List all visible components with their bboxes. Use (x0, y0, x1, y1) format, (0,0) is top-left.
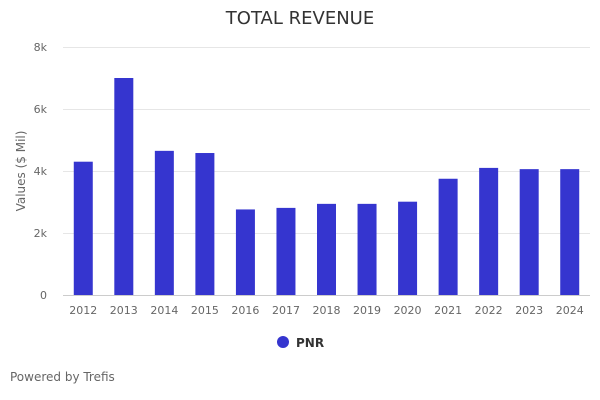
powered-by-credit[interactable]: Powered by Trefis (10, 370, 115, 384)
x-tick-label: 2019 (353, 304, 381, 317)
y-tick-label: 6k (34, 103, 48, 116)
x-tick-label: 2017 (272, 304, 300, 317)
y-tick-label: 0 (40, 289, 47, 302)
x-tick-label: 2023 (515, 304, 543, 317)
x-tick-label: 2012 (69, 304, 97, 317)
x-tick-label: 2016 (231, 304, 259, 317)
x-axis-ticks: 2012 2013 2014 2015 2016 2017 2018 2019 2020 2021… (69, 304, 583, 317)
bar-2013[interactable] (114, 78, 134, 295)
bar-2022[interactable] (479, 167, 499, 295)
y-axis-title: Values ($ Mil) (14, 131, 28, 212)
chart-title: TOTAL REVENUE (225, 8, 374, 29)
x-tick-label: 2021 (434, 304, 462, 317)
bar-2021[interactable] (438, 178, 458, 295)
bar-series (73, 78, 580, 295)
bar-2024[interactable] (560, 169, 580, 295)
x-tick-label: 2024 (556, 304, 584, 317)
bar-2020[interactable] (398, 201, 418, 295)
bar-2019[interactable] (357, 203, 377, 295)
y-axis-ticks: 0 2k 4k 6k 8k (34, 41, 48, 302)
legend-label[interactable]: PNR (296, 336, 324, 350)
bar-2015[interactable] (195, 153, 215, 295)
legend[interactable]: PNR (277, 336, 324, 350)
y-tick-label: 8k (34, 41, 48, 54)
x-tick-label: 2018 (313, 304, 341, 317)
x-tick-label: 2020 (394, 304, 422, 317)
bar-2017[interactable] (276, 207, 296, 295)
y-tick-label: 4k (34, 165, 48, 178)
legend-marker[interactable] (277, 336, 289, 348)
bar-2012[interactable] (73, 161, 93, 295)
x-tick-label: 2022 (475, 304, 503, 317)
x-tick-label: 2015 (191, 304, 219, 317)
bar-2018[interactable] (317, 203, 336, 295)
bar-2014[interactable] (154, 150, 174, 295)
x-tick-label: 2013 (110, 304, 138, 317)
bar-2016[interactable] (235, 209, 255, 295)
x-tick-label: 2014 (150, 304, 178, 317)
y-tick-label: 2k (34, 227, 48, 240)
bar-2023[interactable] (519, 169, 539, 295)
